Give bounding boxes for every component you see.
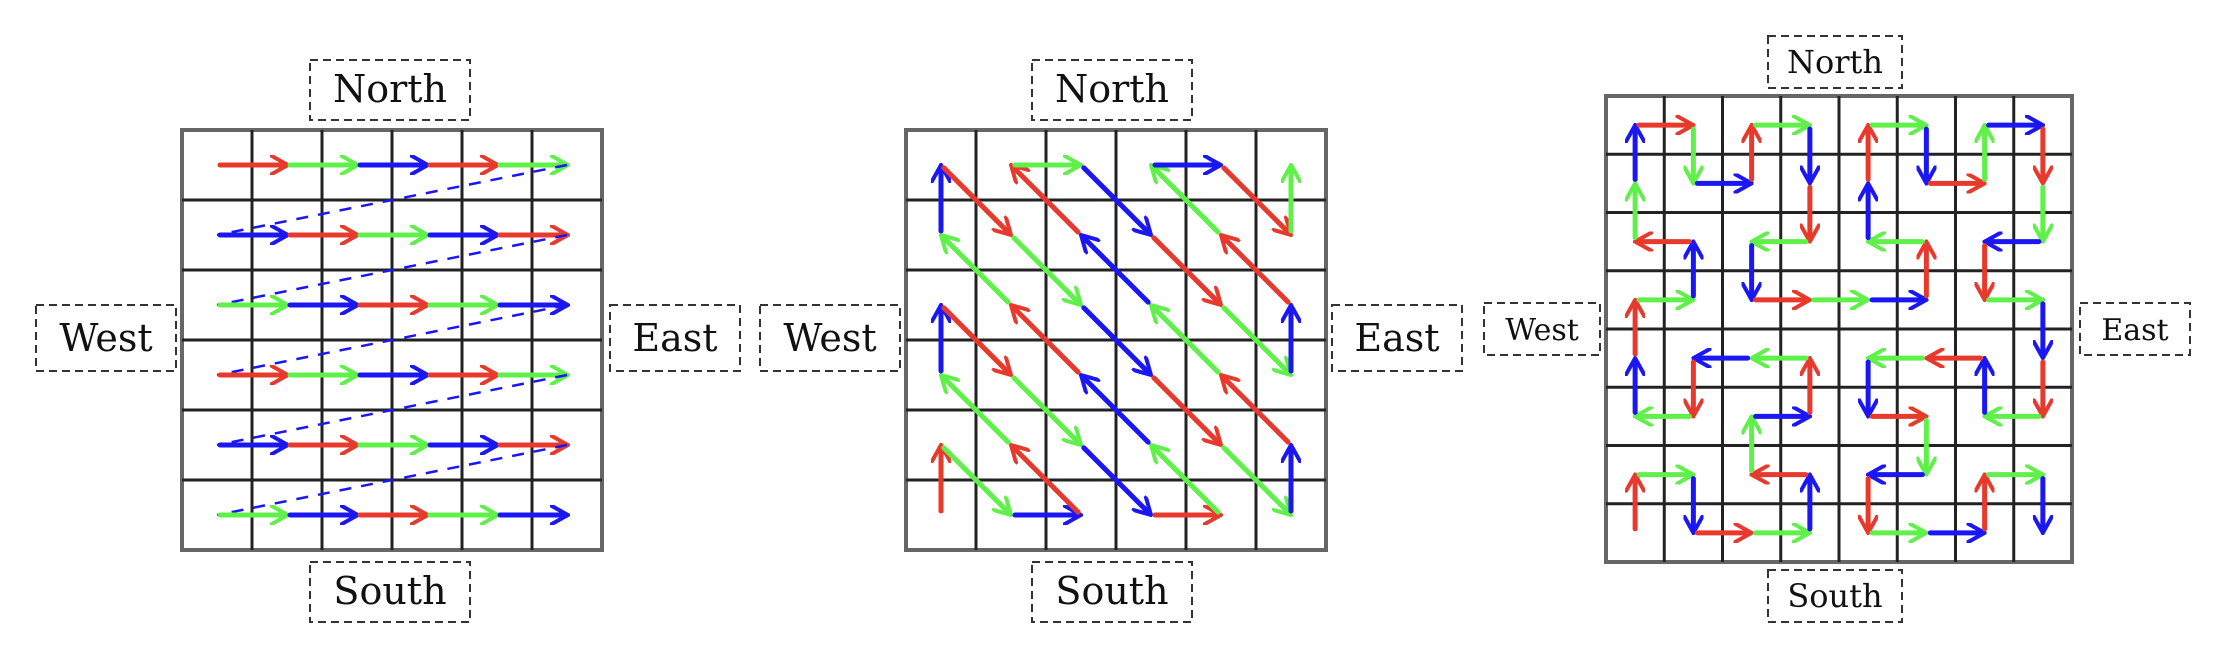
return-dash [216,303,568,377]
west-label-text: West [783,316,876,360]
path-arrow [941,165,1008,232]
path-arrow [1014,448,1081,515]
path-arrow [1014,308,1081,375]
label-west: West [35,304,177,372]
north-label-text: North [333,67,447,111]
panel-3-arrows [1635,125,2043,533]
return-dash [216,443,568,517]
panel-2-arrows [941,165,1291,515]
path-arrow [1224,378,1291,445]
path-arrow [944,378,1011,445]
label-south: South [1031,561,1193,623]
east-label-text: East [2101,313,2168,348]
path-arrow [1221,445,1288,512]
panel-3-grid [1604,94,2074,564]
path-arrow [1151,235,1218,302]
panel-diagonal: North South West East [759,59,1463,623]
label-north: North [1767,35,1903,89]
label-west: West [759,304,901,372]
label-west: West [1483,302,1601,356]
path-arrow [1011,235,1078,302]
path-arrow [1221,165,1288,232]
path-arrow [1084,378,1151,445]
panel-row-major: North South West East [35,59,741,623]
path-arrow [944,238,1011,305]
return-dash [216,233,568,307]
south-label-text: South [1055,569,1168,613]
path-arrow [1081,305,1148,372]
east-label-text: East [632,316,717,360]
label-north: North [309,59,471,121]
path-arrow [1011,375,1078,442]
south-label-text: South [1787,577,1882,615]
north-label-text: North [1055,67,1169,111]
north-label-text: North [1787,43,1883,81]
path-arrow [1151,375,1218,442]
label-east: East [1331,304,1463,372]
panel-hilbert: North South West East [1483,35,2191,623]
west-label-text: West [59,316,152,360]
return-dash [216,163,568,237]
path-arrow [1221,305,1288,372]
path-arrow [1154,168,1221,235]
path-arrow [1081,445,1148,512]
path-arrow [941,445,1008,512]
path-arrow [1084,238,1151,305]
path-arrow [1224,238,1291,305]
label-north: North [1031,59,1193,121]
path-arrow [1081,165,1148,232]
east-label-text: East [1354,316,1439,360]
panel-1-arrows [216,163,568,517]
path-arrow [941,305,1008,372]
label-east: East [2079,302,2191,356]
label-east: East [609,304,741,372]
return-dash [216,373,568,447]
label-south: South [309,561,471,623]
south-label-text: South [333,569,446,613]
path-arrow [1014,168,1081,235]
path-arrow [1154,448,1221,515]
west-label-text: West [1505,313,1579,348]
path-arrow [1154,308,1221,375]
label-south: South [1767,569,1903,623]
